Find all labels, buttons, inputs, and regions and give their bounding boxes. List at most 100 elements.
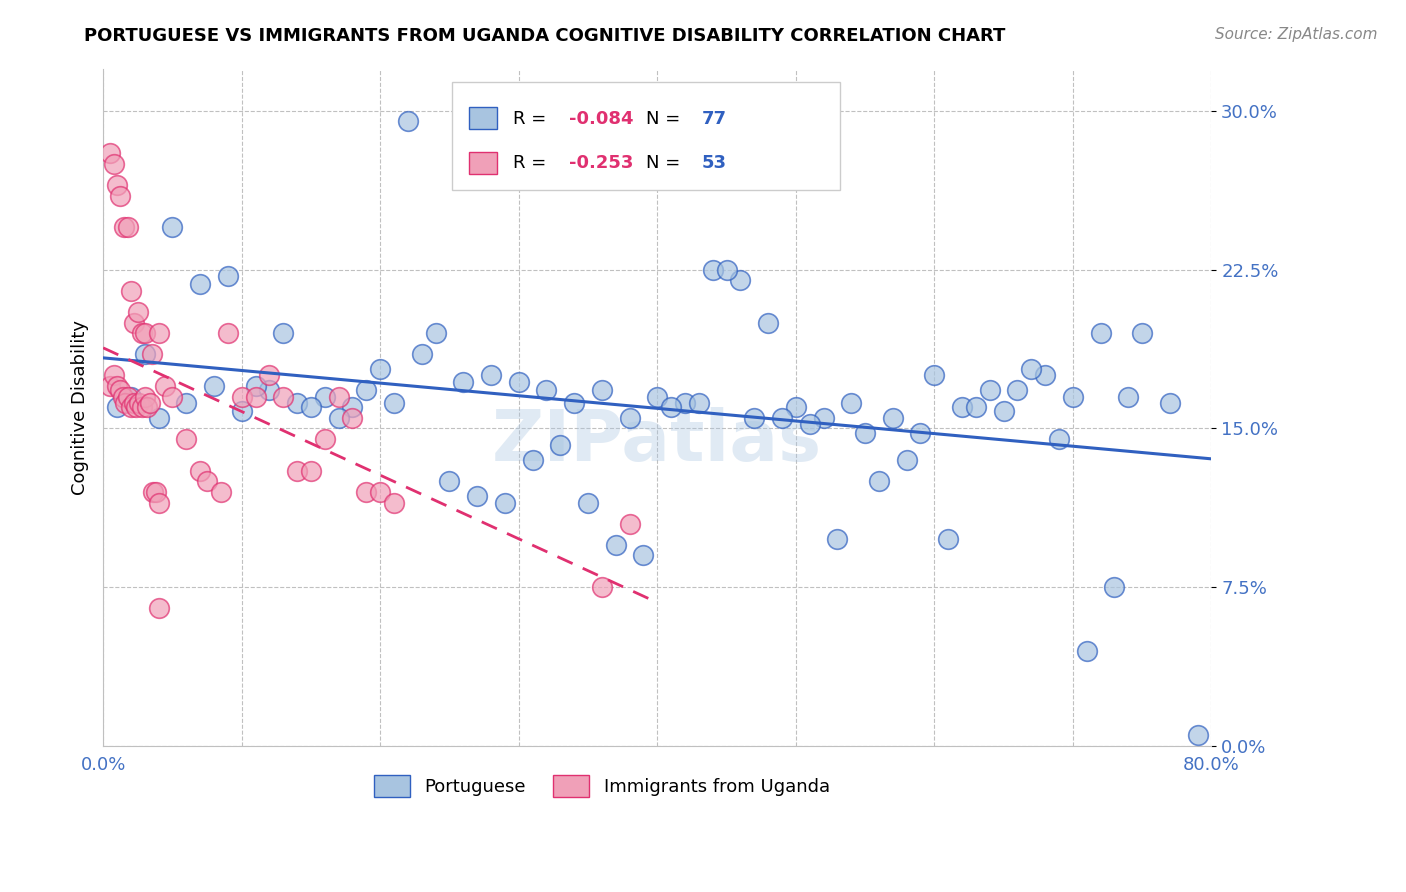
Point	[120, 284, 142, 298]
Point	[382, 396, 405, 410]
Point	[1076, 644, 1098, 658]
Point	[1187, 728, 1209, 742]
Point	[117, 390, 139, 404]
Point	[950, 401, 973, 415]
Point	[659, 401, 682, 415]
Point	[285, 464, 308, 478]
Point	[645, 390, 668, 404]
Point	[103, 368, 125, 383]
Point	[128, 396, 150, 410]
Point	[285, 396, 308, 410]
Point	[936, 532, 959, 546]
Point	[122, 396, 145, 410]
Point	[730, 273, 752, 287]
Point	[591, 384, 613, 398]
Text: 77: 77	[702, 111, 727, 128]
Point	[148, 495, 170, 509]
Y-axis label: Cognitive Disability: Cognitive Disability	[72, 319, 89, 495]
Bar	[468, 107, 496, 129]
Point	[328, 410, 350, 425]
Point	[605, 538, 627, 552]
Point	[910, 425, 932, 440]
Point	[536, 384, 558, 398]
Point	[120, 390, 142, 404]
Point	[125, 401, 148, 415]
Point	[131, 401, 153, 415]
Point	[742, 410, 765, 425]
Point	[1090, 326, 1112, 340]
Point	[411, 347, 433, 361]
Point	[853, 425, 876, 440]
Point	[924, 368, 946, 383]
Point	[299, 464, 322, 478]
Point	[111, 390, 134, 404]
Point	[112, 220, 135, 235]
Point	[202, 379, 225, 393]
Point	[591, 580, 613, 594]
Point	[328, 390, 350, 404]
Point	[271, 390, 294, 404]
Point	[576, 495, 599, 509]
Point	[134, 326, 156, 340]
Point	[299, 401, 322, 415]
Point	[356, 384, 378, 398]
Text: N =: N =	[647, 111, 686, 128]
Point	[231, 390, 253, 404]
Point	[217, 326, 239, 340]
Point	[259, 368, 281, 383]
Point	[1159, 396, 1181, 410]
Point	[103, 157, 125, 171]
Point	[562, 396, 585, 410]
Point	[108, 188, 131, 202]
Point	[1130, 326, 1153, 340]
Point	[479, 368, 502, 383]
Point	[673, 396, 696, 410]
Point	[1104, 580, 1126, 594]
Point	[117, 220, 139, 235]
Point	[122, 316, 145, 330]
Point	[114, 396, 136, 410]
Text: R =: R =	[513, 111, 553, 128]
Text: PORTUGUESE VS IMMIGRANTS FROM UGANDA COGNITIVE DISABILITY CORRELATION CHART: PORTUGUESE VS IMMIGRANTS FROM UGANDA COG…	[84, 27, 1005, 45]
Text: R =: R =	[513, 154, 553, 172]
Point	[368, 362, 391, 376]
Point	[139, 396, 162, 410]
Point	[494, 495, 516, 509]
Point	[1021, 362, 1043, 376]
Point	[105, 379, 128, 393]
Point	[1007, 384, 1029, 398]
Point	[827, 532, 849, 546]
Point	[868, 475, 890, 489]
Point	[155, 379, 177, 393]
Text: 53: 53	[702, 154, 727, 172]
Point	[356, 484, 378, 499]
Point	[342, 410, 364, 425]
Point	[508, 375, 530, 389]
Point	[162, 390, 184, 404]
Point	[259, 384, 281, 398]
Point	[465, 489, 488, 503]
Point	[756, 316, 779, 330]
Point	[134, 347, 156, 361]
Point	[271, 326, 294, 340]
Point	[839, 396, 862, 410]
Point	[105, 178, 128, 192]
Point	[550, 438, 572, 452]
Bar	[468, 152, 496, 174]
Point	[105, 401, 128, 415]
Point	[162, 220, 184, 235]
Point	[453, 375, 475, 389]
Point	[1047, 432, 1070, 446]
Text: -0.084: -0.084	[568, 111, 633, 128]
Point	[368, 484, 391, 499]
Point	[98, 379, 121, 393]
Point	[142, 484, 165, 499]
Point	[98, 146, 121, 161]
Legend: Portuguese, Immigrants from Uganda: Portuguese, Immigrants from Uganda	[367, 768, 837, 805]
Point	[716, 262, 738, 277]
Text: -0.253: -0.253	[568, 154, 633, 172]
Point	[965, 401, 987, 415]
Point	[188, 464, 211, 478]
Point	[314, 390, 336, 404]
Point	[882, 410, 904, 425]
